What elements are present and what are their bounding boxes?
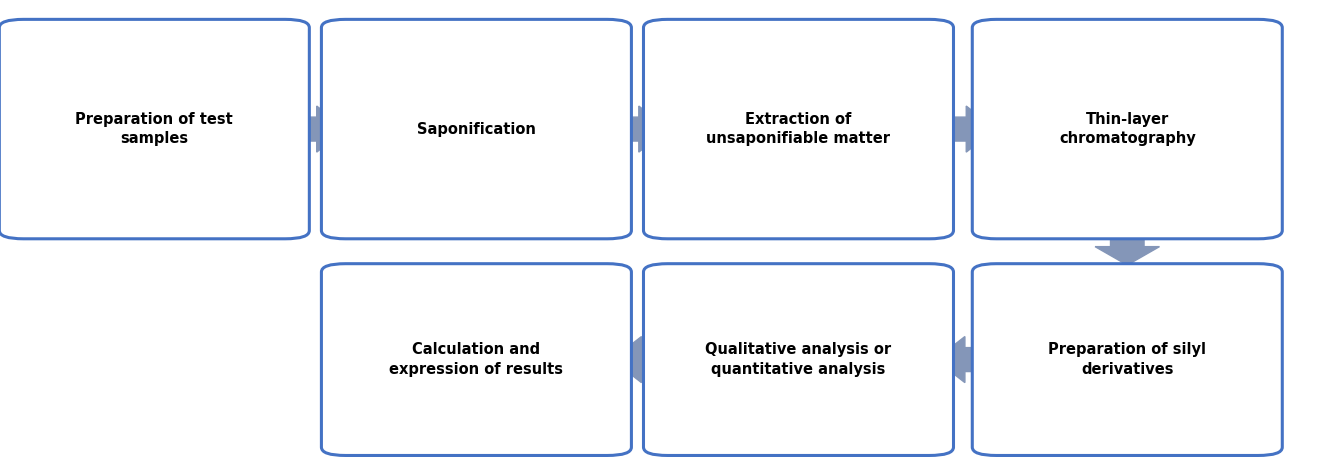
Text: Extraction of
unsaponifiable matter: Extraction of unsaponifiable matter	[706, 112, 891, 147]
FancyBboxPatch shape	[643, 264, 953, 455]
FancyArrow shape	[612, 337, 668, 383]
Text: Thin-layer
chromatography: Thin-layer chromatography	[1059, 112, 1196, 147]
FancyBboxPatch shape	[321, 19, 631, 239]
Text: Qualitative analysis or
quantitative analysis: Qualitative analysis or quantitative ana…	[706, 342, 891, 377]
FancyArrow shape	[611, 106, 668, 152]
FancyArrow shape	[933, 106, 996, 152]
FancyBboxPatch shape	[643, 19, 953, 239]
FancyBboxPatch shape	[972, 19, 1283, 239]
Text: Calculation and
expression of results: Calculation and expression of results	[389, 342, 564, 377]
FancyBboxPatch shape	[321, 264, 631, 455]
FancyBboxPatch shape	[972, 264, 1283, 455]
FancyBboxPatch shape	[0, 19, 309, 239]
Text: Saponification: Saponification	[417, 122, 535, 136]
Text: Preparation of silyl
derivatives: Preparation of silyl derivatives	[1048, 342, 1206, 377]
FancyArrow shape	[935, 337, 990, 383]
FancyArrow shape	[289, 106, 346, 152]
FancyArrow shape	[1095, 233, 1159, 265]
Text: Preparation of test
samples: Preparation of test samples	[75, 112, 234, 147]
